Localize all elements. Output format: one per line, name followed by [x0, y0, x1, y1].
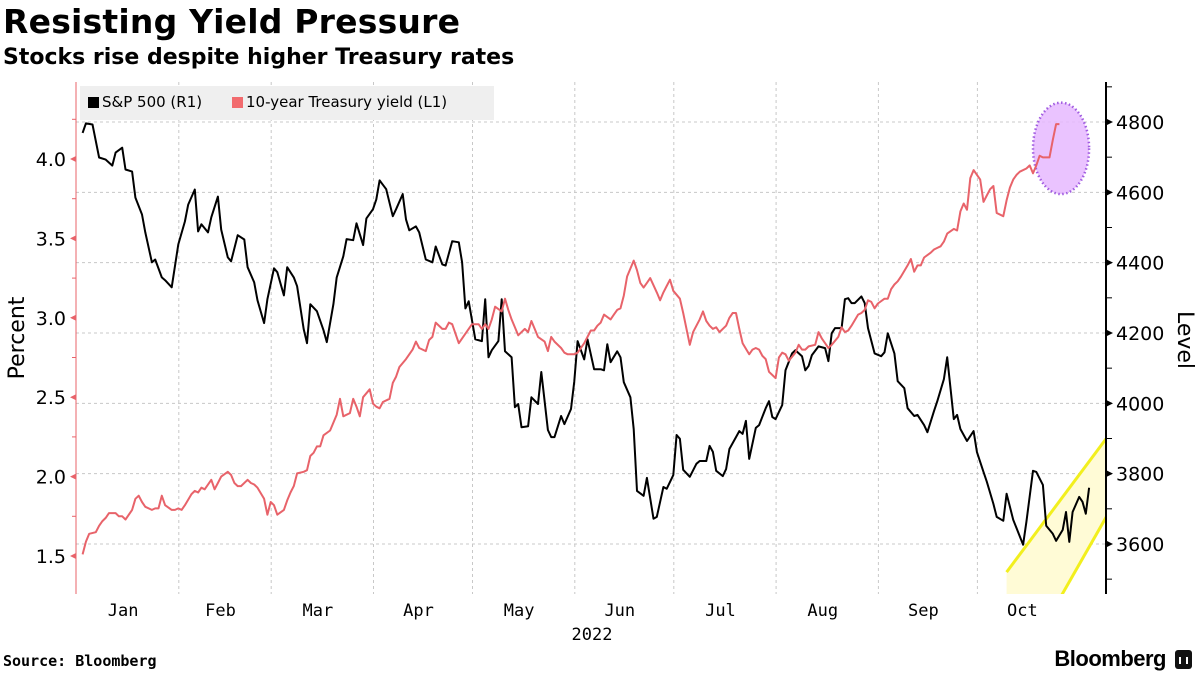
left-tick-marker: [70, 235, 76, 242]
legend-swatch-sp500: [88, 97, 99, 108]
left-tick-marker: [70, 156, 76, 162]
left-axis-title: Percent: [5, 296, 30, 379]
right-tick-label: 4400: [1116, 253, 1164, 275]
x-tick-label: Oct: [1007, 601, 1038, 621]
brand-logo: Bloomberg: [1054, 646, 1166, 671]
x-tick-label: Jul: [705, 601, 736, 621]
sp500-line: [81, 122, 1091, 546]
axes: 1.5 2.0 2.5 3.0 3.5 4.0 Percent 3600 3800 4000 420…: [5, 82, 1197, 645]
right-tick-marker: [1107, 119, 1113, 125]
x-tick-label: Mar: [302, 601, 333, 621]
left-tick-label: 2.5: [36, 387, 66, 409]
right-tick-marker: [1107, 329, 1113, 336]
legend-item-sp500: S&P 500 (R1): [88, 93, 202, 111]
right-tick-marker: [1107, 259, 1113, 266]
left-tick-label: 3.5: [36, 228, 66, 250]
right-tick-label: 4600: [1116, 182, 1164, 204]
channel-lower-line: [1060, 514, 1106, 594]
x-tick-label: Feb: [205, 601, 236, 621]
right-tick-marker: [1107, 470, 1113, 477]
legend-label-yield: 10-year Treasury yield (L1): [246, 93, 448, 111]
left-tick-marker: [70, 473, 76, 480]
channel-annotation: [1005, 436, 1106, 594]
left-tick-marker: [70, 314, 76, 321]
x-tick-label: Jun: [604, 601, 635, 621]
chart-subtitle: Stocks rise despite higher Treasury rate…: [3, 45, 515, 70]
right-tick-label: 4200: [1116, 323, 1164, 345]
right-tick-label: 4000: [1116, 393, 1164, 415]
left-tick-label: 3.0: [36, 308, 66, 330]
left-tick-marker: [70, 394, 76, 401]
x-tick-label: Aug: [807, 601, 838, 621]
channel-fill: [1006, 438, 1106, 594]
legend-label-sp500: S&P 500 (R1): [102, 93, 203, 111]
annotations: [1005, 101, 1106, 594]
treasury-yield-line: [81, 123, 1060, 555]
legend: [80, 86, 494, 120]
bloomberg-terminal-icon: [1175, 650, 1192, 669]
right-tick-label: 4800: [1116, 112, 1164, 134]
left-tick-marker: [70, 553, 76, 559]
series-lines: [81, 122, 1091, 555]
right-tick-marker: [1107, 540, 1113, 547]
x-tick-label: May: [504, 601, 535, 621]
source-note: Source: Bloomberg: [3, 652, 157, 670]
left-tick-label: 2.0: [36, 467, 66, 489]
x-tick-label: Sep: [908, 601, 939, 621]
x-tick-label: Apr: [403, 601, 434, 621]
left-tick-label: 1.5: [36, 546, 66, 568]
right-tick-marker: [1107, 400, 1113, 407]
x-tick-label: Jan: [108, 601, 139, 621]
legend-item-yield: 10-year Treasury yield (L1): [232, 93, 447, 111]
x-axis-year-label: 2022: [572, 625, 613, 645]
chart-title: Resisting Yield Pressure: [3, 2, 461, 41]
right-axis-title: Level: [1172, 311, 1197, 369]
channel-upper-line: [1005, 436, 1106, 574]
legend-swatch-yield: [232, 97, 243, 108]
gridlines: [76, 82, 1106, 594]
highlight-ellipse: [1031, 101, 1091, 196]
right-tick-marker: [1107, 189, 1113, 196]
right-tick-label: 3800: [1116, 464, 1164, 486]
right-tick-label: 3600: [1116, 534, 1164, 556]
left-tick-label: 4.0: [36, 149, 66, 171]
